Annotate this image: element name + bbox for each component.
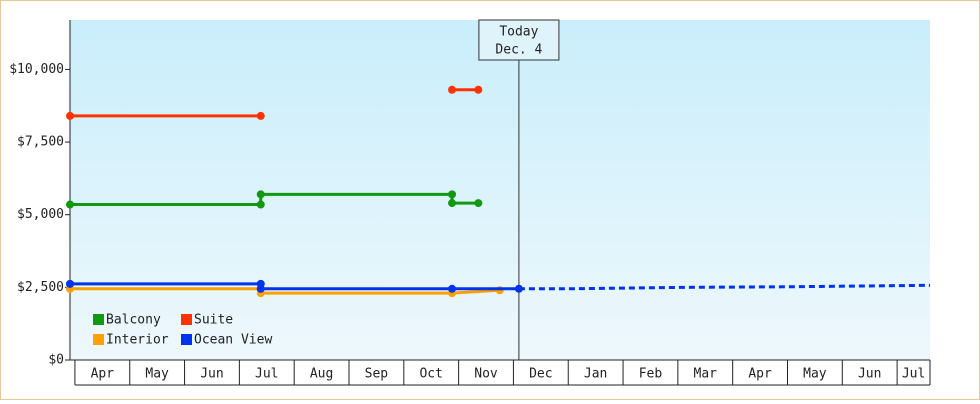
point (66, 279, 74, 288)
x-tick-label: Jun (200, 367, 223, 382)
legend-label: Interior (106, 333, 169, 348)
point (448, 190, 457, 199)
y-tick-label: $5,000 (17, 207, 64, 222)
x-tick-label: Jul (902, 367, 925, 382)
point (66, 200, 74, 209)
point (448, 199, 457, 208)
point (448, 284, 457, 293)
legend-swatch (181, 334, 192, 345)
x-tick-label: Jul (255, 367, 278, 382)
x-tick-label: Feb (639, 367, 663, 382)
x-tick-label: May (803, 367, 827, 382)
y-tick-label: $0 (48, 353, 64, 368)
x-tick-label: Dec (529, 367, 552, 382)
legend-swatch (181, 314, 192, 325)
x-tick-label: May (145, 367, 169, 382)
legend-label: Balcony (106, 313, 161, 328)
today-label: Dec. 4 (495, 43, 542, 58)
x-tick-label: Apr (91, 367, 115, 382)
point (256, 190, 265, 199)
x-tick-label: Jun (858, 367, 881, 382)
point (256, 200, 265, 209)
x-tick-label: Sep (365, 367, 389, 382)
y-tick-label: $10,000 (9, 62, 64, 77)
point (474, 85, 483, 94)
point (256, 111, 265, 120)
legend-label: Suite (194, 313, 233, 328)
y-tick-label: $7,500 (17, 135, 64, 150)
point (514, 284, 523, 293)
x-tick-label: Apr (748, 367, 772, 382)
point (448, 85, 457, 94)
legend-swatch (93, 314, 104, 325)
point (474, 199, 483, 208)
today-label: Today (499, 25, 538, 40)
x-tick-label: Oct (419, 367, 442, 382)
legend-label: Ocean View (194, 333, 272, 348)
series-line (70, 88, 479, 118)
x-tick-label: Mar (694, 367, 718, 382)
x-tick-label: Jan (584, 367, 607, 382)
y-tick-label: $2,500 (17, 280, 64, 295)
forecast-line (518, 283, 931, 291)
point (256, 284, 265, 293)
x-tick-label: Aug (310, 367, 333, 382)
legend-swatch (93, 334, 104, 345)
plot-area (70, 20, 930, 360)
series-line (70, 192, 479, 207)
x-tick-label: Nov (474, 367, 498, 382)
today-box (478, 19, 560, 61)
point (66, 111, 74, 120)
